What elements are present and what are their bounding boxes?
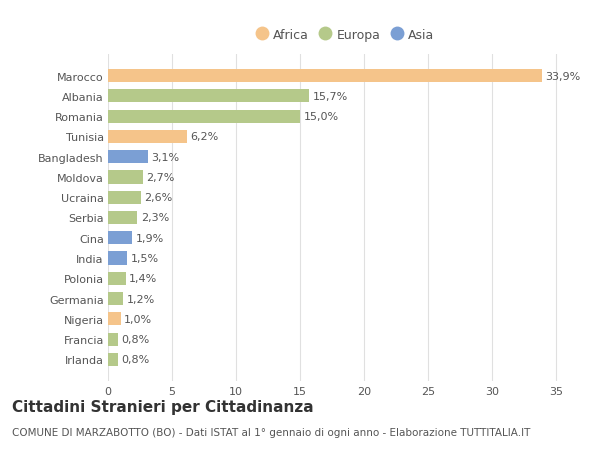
Text: 1,5%: 1,5% [130,253,158,263]
Bar [108,110,300,123]
Text: 2,6%: 2,6% [145,193,173,203]
Text: Cittadini Stranieri per Cittadinanza: Cittadini Stranieri per Cittadinanza [12,399,314,414]
Bar [108,130,187,144]
Text: 0,8%: 0,8% [121,355,150,364]
Bar [108,252,127,265]
Bar [108,272,126,285]
Bar [108,151,148,164]
Bar [108,171,143,184]
Text: 2,3%: 2,3% [140,213,169,223]
Bar [108,232,133,245]
Bar [108,333,118,346]
Bar [108,191,142,204]
Text: 1,0%: 1,0% [124,314,152,324]
Text: 1,2%: 1,2% [127,294,155,304]
Text: 2,7%: 2,7% [146,173,174,183]
Text: 33,9%: 33,9% [545,72,581,81]
Bar [108,90,309,103]
Legend: Africa, Europa, Asia: Africa, Europa, Asia [252,25,438,45]
Bar [108,313,121,326]
Text: 3,1%: 3,1% [151,152,179,162]
Text: COMUNE DI MARZABOTTO (BO) - Dati ISTAT al 1° gennaio di ogni anno - Elaborazione: COMUNE DI MARZABOTTO (BO) - Dati ISTAT a… [12,427,530,437]
Bar [108,292,124,306]
Bar [108,212,137,224]
Text: 15,0%: 15,0% [304,112,338,122]
Text: 1,4%: 1,4% [129,274,157,284]
Text: 1,9%: 1,9% [136,233,164,243]
Bar [108,70,542,83]
Bar [108,353,118,366]
Text: 6,2%: 6,2% [191,132,219,142]
Text: 0,8%: 0,8% [121,334,150,344]
Text: 15,7%: 15,7% [313,92,347,102]
